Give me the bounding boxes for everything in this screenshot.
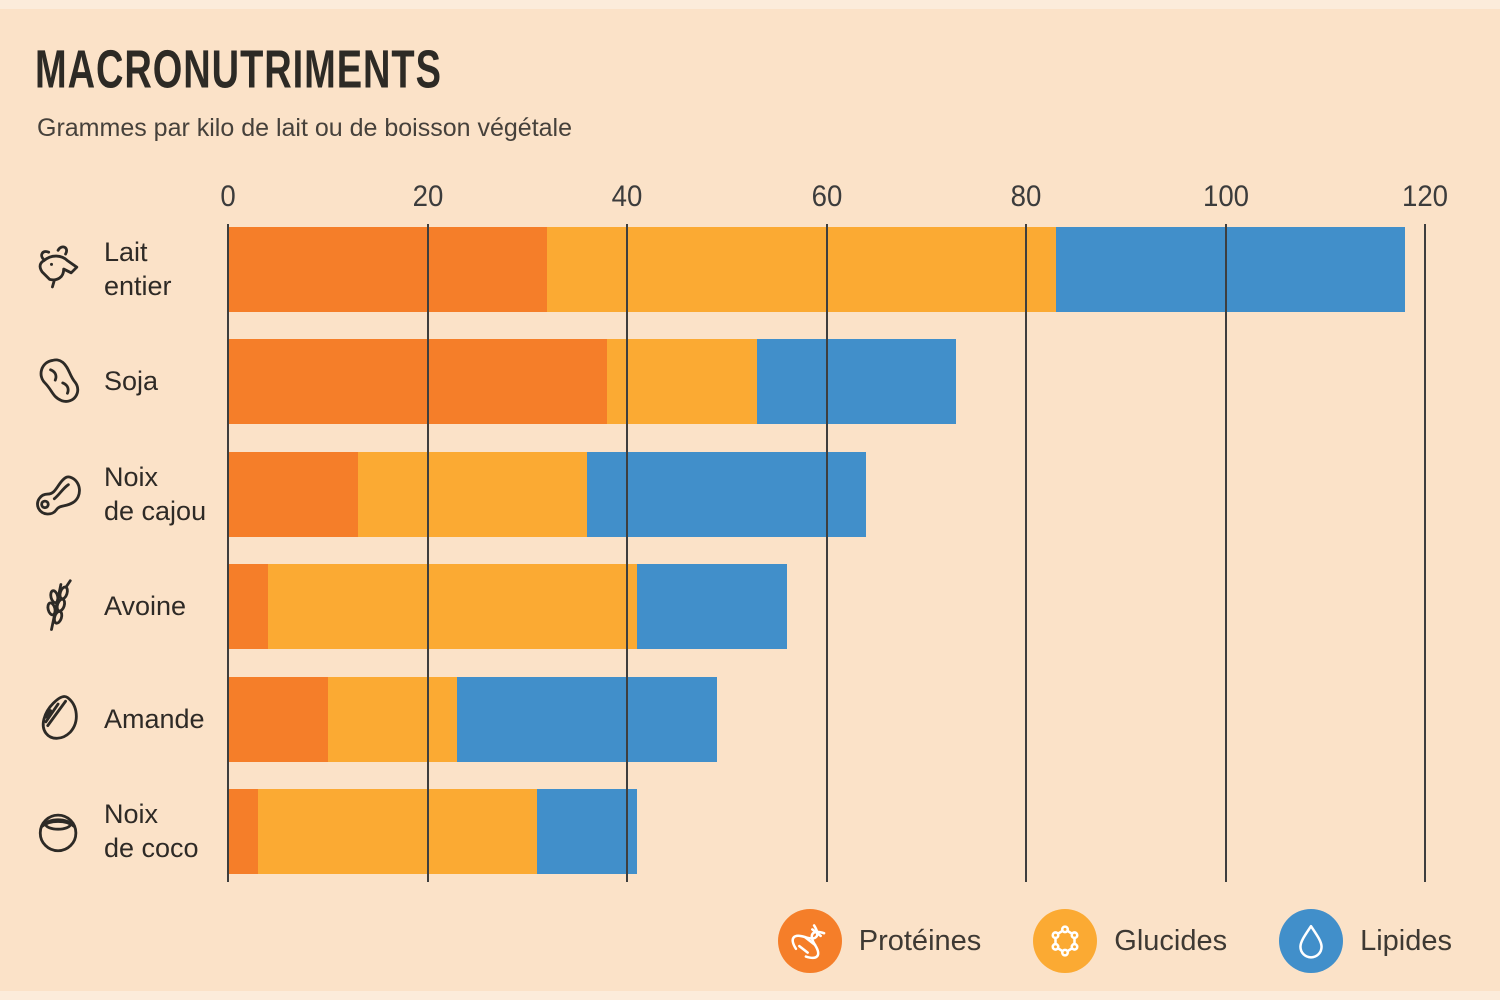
gridline-40	[626, 224, 628, 882]
bar-segment-glucides	[257, 789, 538, 874]
bar-segment-glucides	[267, 564, 637, 649]
bar-segment-lipides	[457, 677, 717, 762]
bar-segment-lipides	[1055, 227, 1406, 312]
bar-segment-protéines	[228, 227, 548, 312]
x-axis-tick-120: 120	[1401, 180, 1449, 213]
category-label: Soja	[104, 365, 159, 396]
gridline-120	[1424, 224, 1426, 882]
almond-icon	[28, 689, 90, 751]
dna-icon	[777, 909, 842, 973]
bar-segment-protéines	[228, 789, 258, 874]
legend-item-proteines: Protéines	[777, 909, 982, 973]
category-noix-de-coco: Noix de coco	[28, 789, 228, 874]
gridline-80	[1025, 224, 1027, 882]
x-axis-tick-80: 80	[1010, 180, 1042, 213]
category-soja: Soja	[28, 339, 228, 424]
molecule-icon	[1033, 909, 1098, 973]
bar-row-soja	[228, 339, 1425, 424]
gridline-20	[426, 224, 429, 882]
gridline-100	[1224, 224, 1227, 882]
bar-segment-lipides	[636, 564, 787, 649]
x-axis-tick-40: 40	[611, 180, 643, 213]
bar-segment-protéines	[228, 677, 328, 762]
category-lait-entier: Lait entier	[28, 227, 228, 312]
bar-segment-lipides	[756, 339, 957, 424]
category-avoine: Avoine	[28, 564, 228, 649]
bar-row-avoine	[228, 564, 1425, 649]
droplet-icon	[1279, 909, 1344, 973]
bar-segment-lipides	[587, 452, 867, 537]
bar-segment-protéines	[228, 339, 608, 424]
cashew-icon	[28, 464, 90, 526]
legend-label: Lipides	[1360, 924, 1452, 957]
category-label: Avoine	[104, 590, 187, 621]
category-amande: Amande	[28, 677, 228, 762]
bar-segment-protéines	[228, 452, 358, 537]
category-noix-de-cajou: Noix de cajou	[28, 452, 228, 537]
coconut-icon	[28, 801, 90, 863]
legend-item-glucides: Glucides	[1033, 909, 1227, 973]
x-axis-tick-100: 100	[1202, 180, 1249, 213]
legend-label: Protéines	[858, 924, 982, 957]
x-axis-tick-20: 20	[412, 180, 443, 213]
category-label: Noix de cajou	[104, 461, 207, 526]
gridline-60	[825, 224, 828, 882]
bar-row-noix-de-cajou	[228, 452, 1425, 537]
legend-label: Glucides	[1114, 924, 1228, 957]
bar-row-noix-de-coco	[228, 789, 1425, 874]
x-axis-tick-0: 0	[220, 180, 236, 213]
category-label: Lait entier	[104, 236, 172, 301]
bar-segment-glucides	[327, 677, 458, 762]
bar-row-lait-entier	[228, 227, 1425, 312]
category-label: Amande	[104, 703, 205, 734]
bar-segment-glucides	[357, 452, 588, 537]
legend-item-lipides: Lipides	[1279, 909, 1452, 973]
top-edge-strip	[0, 0, 1500, 9]
goat-icon	[28, 239, 90, 301]
oat-icon	[28, 576, 90, 638]
legend: Protéines Glucides Lipides	[777, 905, 1452, 977]
category-label: Noix de coco	[104, 798, 199, 863]
bar-segment-glucides	[607, 339, 757, 424]
chart-subtitle: Grammes par kilo de lait ou de boisson v…	[37, 114, 573, 142]
bar-row-amande	[228, 677, 1425, 762]
soybean-icon	[28, 351, 90, 413]
bottom-edge-strip	[0, 991, 1500, 1000]
x-axis-tick-60: 60	[811, 180, 842, 213]
bar-segment-lipides	[537, 789, 637, 874]
bar-segment-glucides	[547, 227, 1056, 312]
chart-title: MACRONUTRIMENTS	[35, 40, 442, 100]
bar-segment-protéines	[228, 564, 268, 649]
gridline-0	[227, 224, 229, 882]
